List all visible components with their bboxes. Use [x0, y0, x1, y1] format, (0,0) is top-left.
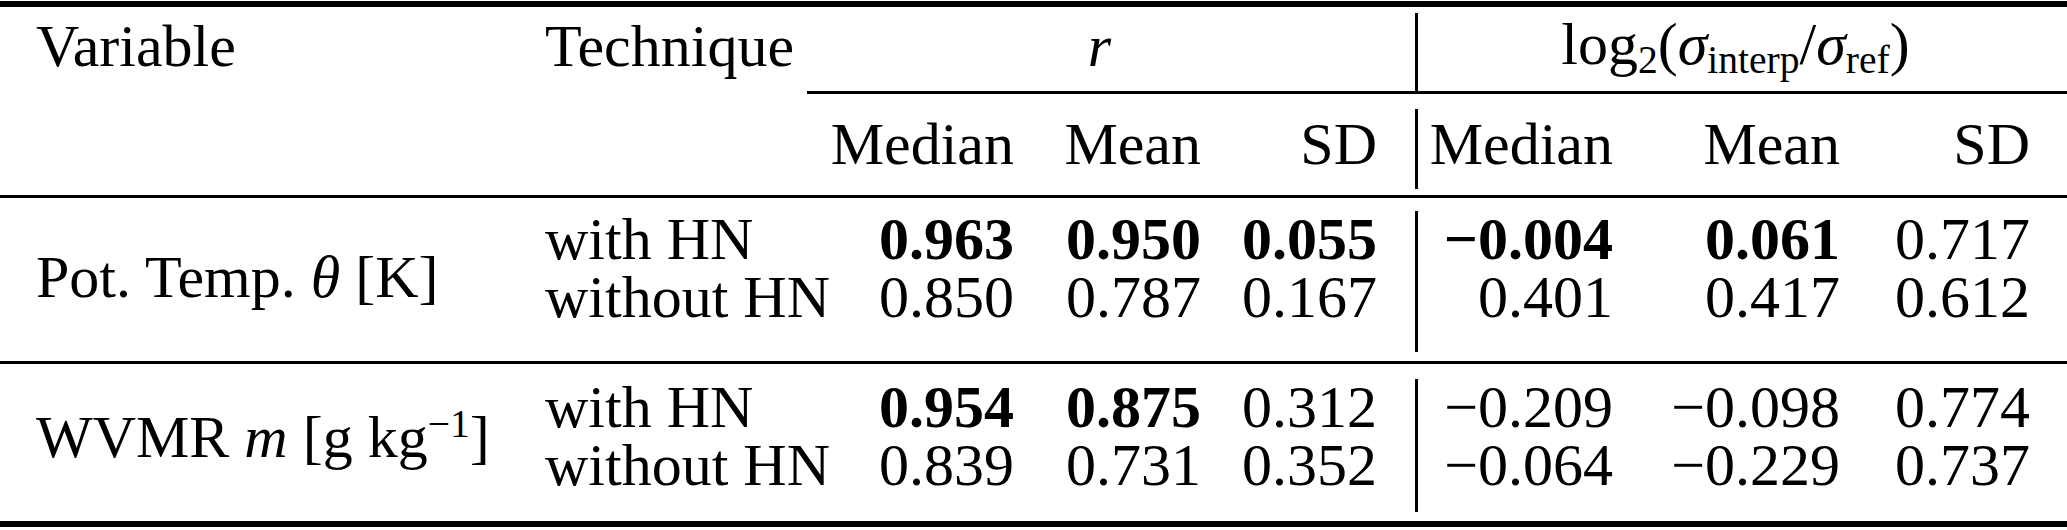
value-cell-log-sd: 0.737 — [1850, 431, 2040, 500]
value-cell-log-sd: 0.612 — [1850, 263, 2040, 332]
value-cell-log-median: 0.401 — [1387, 263, 1623, 332]
header-row-statistics: Median Mean SD Median Mean SD — [0, 94, 2040, 194]
subheader-r-mean: Mean — [1024, 110, 1211, 179]
header-group-log-ratio: log2(σinterp/σref) — [1387, 10, 2040, 83]
header-row-groups: Variable Technique r log2(σinterp/σref) — [0, 0, 2040, 92]
technique-cell: without HN — [540, 263, 812, 332]
header-variable: Variable — [0, 12, 540, 81]
subheader-log-mean: Mean — [1623, 110, 1850, 179]
subheader-r-median: Median — [812, 110, 1024, 179]
header-technique: Technique — [540, 12, 812, 81]
value-cell-r-mean: 0.787 — [1024, 263, 1211, 332]
table-group-pot-temp: Pot. Temp. θ [K] with HN 0.963 0.950 0.0… — [0, 198, 2040, 373]
subheader-log-sd: SD — [1850, 110, 2040, 179]
value-cell-r-sd: 0.167 — [1211, 263, 1387, 332]
value-cell-log-median: −0.064 — [1387, 431, 1623, 500]
value-cell-log-mean: 0.417 — [1623, 263, 1850, 332]
table-group-wvmr: WVMR m [g kg−1] with HN 0.954 0.875 0.31… — [0, 364, 2040, 530]
value-cell-log-mean: −0.229 — [1623, 431, 1850, 500]
variable-label: WVMR m [g kg−1] — [0, 401, 540, 472]
subheader-log-median: Median — [1387, 110, 1623, 179]
header-group-r: r — [812, 12, 1387, 81]
value-cell-r-sd: 0.352 — [1211, 431, 1387, 500]
variable-label: Pot. Temp. θ [K] — [0, 243, 540, 312]
value-cell-r-median: 0.850 — [812, 263, 1024, 332]
value-cell-r-mean: 0.731 — [1024, 431, 1211, 500]
technique-cell: without HN — [540, 431, 812, 500]
value-cell-r-median: 0.839 — [812, 431, 1024, 500]
results-table: Variable Technique r log2(σinterp/σref) … — [0, 0, 2067, 530]
subheader-r-sd: SD — [1211, 110, 1387, 179]
